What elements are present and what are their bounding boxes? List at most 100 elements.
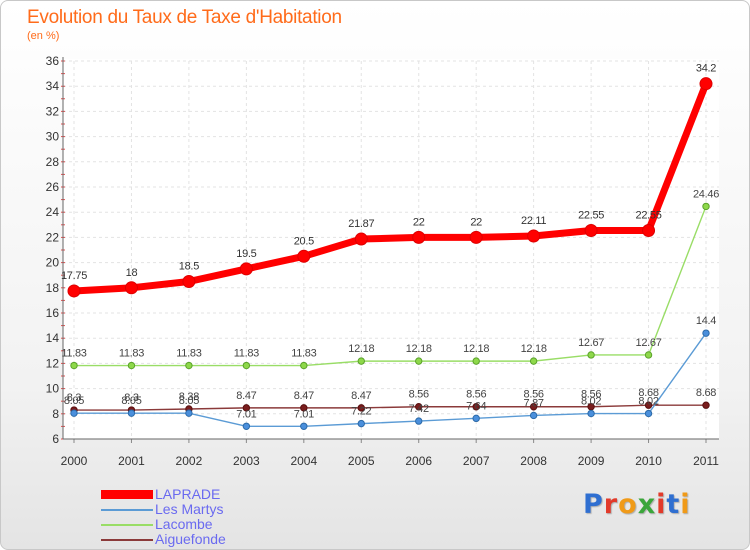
plot-area — [63, 59, 719, 439]
data-point — [127, 409, 136, 417]
x-tick-label: 2008 — [520, 454, 547, 468]
data-label: 12.18 — [348, 343, 374, 355]
data-point — [702, 329, 710, 337]
data-label: 12.18 — [521, 343, 547, 355]
data-point — [527, 229, 541, 243]
data-point — [415, 357, 423, 365]
data-label: 19.5 — [236, 248, 256, 260]
data-point — [702, 401, 710, 409]
y-tick-label: 14 — [46, 331, 60, 345]
data-label: 18.5 — [179, 261, 199, 273]
data-point — [472, 414, 480, 423]
data-point — [357, 404, 365, 412]
legend-item: LAPRADE — [101, 487, 226, 502]
data-label: 18 — [126, 267, 138, 279]
data-label: 8.56 — [466, 389, 486, 401]
y-tick-label: 8 — [52, 407, 59, 421]
data-label: 12.18 — [406, 343, 432, 355]
data-label: 7.01 — [294, 408, 314, 420]
data-label: 8.56 — [581, 389, 601, 401]
x-tick-label: 2001 — [118, 454, 145, 468]
data-point — [415, 417, 423, 425]
data-point — [587, 409, 595, 418]
data-label: 7.87 — [524, 397, 544, 409]
data-label: 24.46 — [693, 188, 719, 200]
y-tick-label: 32 — [46, 104, 60, 118]
data-label: 8.47 — [294, 390, 314, 402]
data-point — [300, 361, 308, 370]
data-label: 8.38 — [179, 391, 199, 403]
data-point — [297, 249, 311, 263]
y-tick-label: 20 — [46, 256, 60, 270]
legend-label-lacombe: Lacombe — [155, 516, 213, 532]
data-point — [412, 230, 426, 244]
data-point — [642, 223, 656, 237]
data-label: 14.4 — [696, 315, 716, 327]
data-label: 22.55 — [636, 209, 662, 221]
data-label: 7.01 — [236, 408, 256, 420]
data-point — [469, 230, 483, 244]
data-label: 8.02 — [638, 396, 658, 408]
y-tick-label: 12 — [46, 356, 60, 370]
data-point — [472, 403, 480, 411]
data-point — [242, 422, 251, 430]
legend-swatch-laprade — [101, 490, 153, 499]
y-tick-label: 16 — [46, 306, 60, 320]
series-line-aiguefonde — [73, 404, 707, 411]
y-tick-label: 26 — [46, 180, 60, 194]
y-tick-label: 10 — [46, 382, 60, 396]
y-tick-label: 22 — [46, 230, 60, 244]
y-tick-label: 24 — [46, 205, 60, 219]
series-line-les-martys — [73, 332, 707, 427]
data-label: 8.68 — [638, 387, 658, 399]
data-label: 8.05 — [179, 395, 199, 407]
data-label: 8.56 — [524, 389, 544, 401]
data-label: 22.55 — [578, 209, 604, 221]
x-tick-label: 2011 — [693, 454, 719, 468]
y-tick-label: 28 — [46, 155, 60, 169]
data-label: 7.22 — [351, 406, 371, 418]
x-tick-label: 2002 — [176, 454, 203, 468]
data-point — [242, 361, 251, 370]
data-label: 22 — [413, 216, 425, 228]
data-point — [70, 409, 78, 417]
data-label: 22.11 — [521, 215, 546, 227]
x-tick-label: 2006 — [405, 454, 432, 468]
data-point — [644, 351, 653, 359]
x-tick-label: 2009 — [578, 454, 605, 468]
data-point — [415, 403, 423, 411]
data-label: 8.3 — [67, 392, 82, 404]
data-label: 11.83 — [119, 348, 144, 360]
data-point — [587, 351, 595, 359]
data-point — [529, 411, 538, 420]
data-point — [529, 357, 538, 365]
data-point — [300, 404, 308, 412]
data-label: 12.18 — [463, 343, 489, 355]
data-label: 8.02 — [581, 396, 601, 408]
x-tick-label: 2007 — [463, 454, 490, 468]
x-tick-label: 2010 — [635, 454, 662, 468]
data-point — [127, 361, 136, 370]
data-label: 11.83 — [291, 348, 316, 360]
data-label: 8.56 — [409, 389, 429, 401]
data-label: 12.67 — [578, 337, 604, 349]
data-point — [699, 77, 713, 91]
series-line-laprade — [70, 80, 710, 295]
data-point — [644, 401, 653, 409]
data-label: 22 — [470, 216, 482, 228]
data-point — [644, 409, 653, 418]
legend-item: Les Martys — [101, 502, 226, 517]
data-point — [584, 223, 598, 237]
legend-label-laprade: LAPRADE — [155, 486, 221, 502]
legend-label-aiguefonde: Aiguefonde — [155, 531, 226, 547]
data-label: 34.2 — [696, 63, 716, 75]
data-point — [124, 281, 138, 295]
y-tick-label: 18 — [46, 281, 60, 295]
legend-item: Lacombe — [101, 517, 226, 532]
data-point — [354, 232, 368, 246]
data-point — [70, 361, 78, 370]
data-point — [67, 284, 81, 298]
data-point — [529, 403, 538, 411]
y-tick-label: 34 — [46, 79, 60, 93]
data-label: 8.47 — [236, 390, 256, 402]
